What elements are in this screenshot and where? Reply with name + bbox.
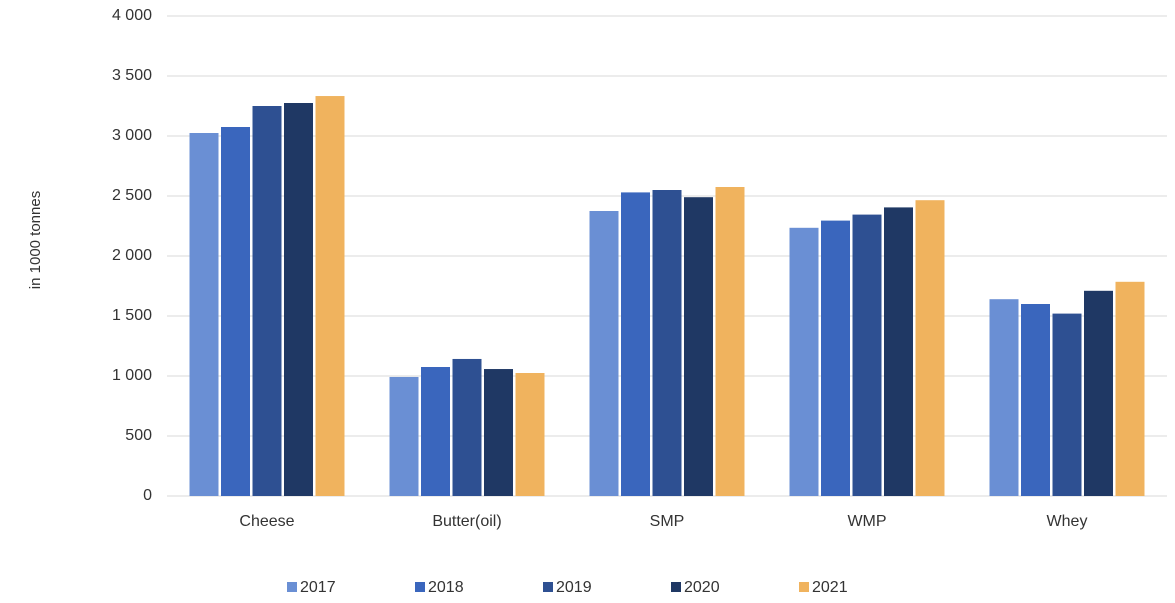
bar xyxy=(621,192,650,496)
legend-label: 2018 xyxy=(428,579,464,596)
legend-swatch xyxy=(415,582,425,592)
x-tick-label: Whey xyxy=(1047,513,1088,530)
bar xyxy=(252,106,282,496)
bar xyxy=(789,227,819,497)
legend-label: 2017 xyxy=(300,579,336,596)
bar xyxy=(852,214,882,496)
bar xyxy=(221,127,250,496)
x-tick-label: SMP xyxy=(650,513,685,530)
y-tick-label: 1 500 xyxy=(112,307,152,324)
bar xyxy=(684,197,713,496)
bar xyxy=(989,299,1019,496)
bar xyxy=(589,211,619,496)
bar xyxy=(1115,281,1145,496)
bar xyxy=(189,133,219,496)
y-tick-label: 3 500 xyxy=(112,67,152,84)
bar xyxy=(915,200,945,496)
y-tick-label: 1 000 xyxy=(112,367,152,384)
bar xyxy=(884,207,913,496)
bar xyxy=(1084,290,1113,496)
y-tick-label: 4 000 xyxy=(112,7,152,24)
bar xyxy=(484,369,513,496)
legend-swatch xyxy=(543,582,553,592)
bar xyxy=(421,367,450,496)
bar xyxy=(821,220,850,496)
y-tick-label: 0 xyxy=(143,487,152,504)
legend-swatch xyxy=(287,582,297,592)
y-axis-label: in 1000 tonnes xyxy=(27,191,44,289)
x-tick-label: Butter(oil) xyxy=(432,513,501,530)
bar xyxy=(1052,313,1082,496)
legend-swatch xyxy=(671,582,681,592)
legend-label: 2020 xyxy=(684,579,720,596)
y-tick-label: 3 000 xyxy=(112,127,152,144)
bar xyxy=(452,358,482,496)
bar xyxy=(389,376,419,496)
bar xyxy=(515,373,545,496)
x-tick-label: Cheese xyxy=(239,513,294,530)
legend-label: 2021 xyxy=(812,579,848,596)
bar xyxy=(652,190,682,496)
bar xyxy=(315,96,345,496)
bar xyxy=(284,103,313,496)
x-tick-label: WMP xyxy=(847,513,886,530)
y-tick-label: 2 000 xyxy=(112,247,152,264)
bar xyxy=(1021,304,1050,496)
y-tick-label: 500 xyxy=(125,427,152,444)
bar xyxy=(715,187,745,496)
legend-label: 2019 xyxy=(556,579,592,596)
legend-swatch xyxy=(799,582,809,592)
y-tick-label: 2 500 xyxy=(112,187,152,204)
